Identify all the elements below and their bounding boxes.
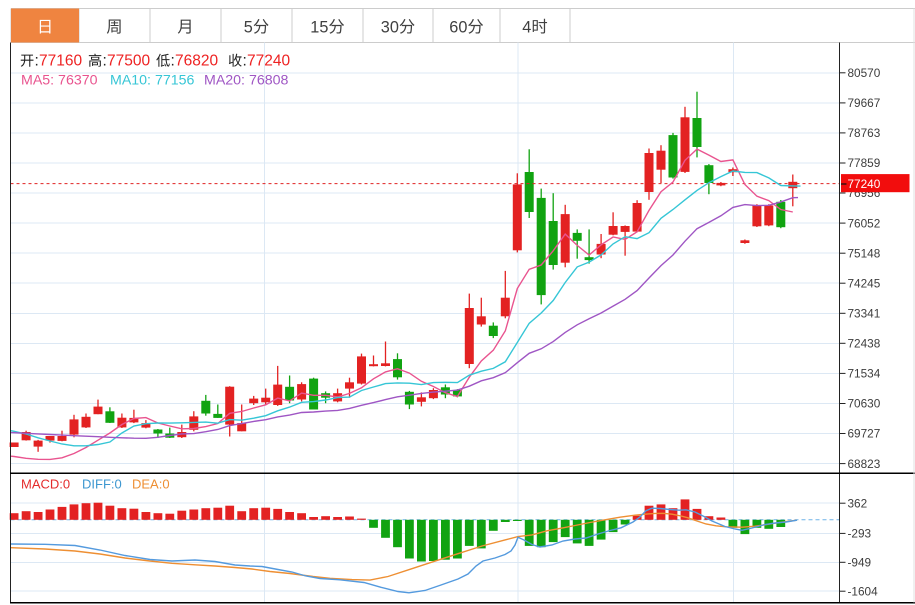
- svg-text:76052: 76052: [848, 216, 881, 230]
- svg-text:78763: 78763: [848, 126, 881, 140]
- svg-text::: :: [103, 53, 107, 70]
- svg-text:80570: 80570: [848, 66, 881, 80]
- svg-text:30: 30: [381, 18, 399, 36]
- svg-text:79667: 79667: [848, 96, 881, 110]
- svg-text:77859: 77859: [848, 156, 881, 170]
- svg-text::: :: [171, 53, 175, 70]
- svg-text:60: 60: [449, 18, 467, 36]
- svg-text:77500: 77500: [107, 53, 150, 70]
- svg-text:70630: 70630: [848, 397, 881, 411]
- svg-text::: :: [243, 53, 247, 70]
- svg-text:77240: 77240: [247, 53, 290, 70]
- svg-text:MA5: 76370: MA5: 76370: [21, 72, 98, 88]
- svg-text:75148: 75148: [848, 246, 881, 260]
- svg-text::: :: [35, 53, 39, 70]
- svg-text:4: 4: [522, 18, 531, 36]
- svg-text:68823: 68823: [848, 457, 881, 471]
- svg-text:MA20: 76808: MA20: 76808: [204, 72, 289, 88]
- svg-text:MA10: 77156: MA10: 77156: [110, 72, 195, 88]
- svg-text:-949: -949: [848, 556, 872, 570]
- svg-text:77160: 77160: [39, 53, 82, 70]
- svg-text:77240: 77240: [848, 177, 881, 191]
- svg-text:73341: 73341: [848, 307, 881, 321]
- svg-text:15: 15: [310, 18, 328, 36]
- svg-text:5: 5: [244, 18, 253, 36]
- svg-text:74245: 74245: [848, 276, 881, 290]
- svg-text:DEA:0: DEA:0: [132, 477, 170, 492]
- svg-text:76820: 76820: [175, 53, 218, 70]
- svg-text:71534: 71534: [848, 367, 881, 381]
- svg-text:69727: 69727: [848, 427, 881, 441]
- svg-text:-1604: -1604: [848, 584, 879, 598]
- svg-text:-293: -293: [848, 527, 872, 541]
- svg-text:72438: 72438: [848, 337, 881, 351]
- svg-text:DIFF:0: DIFF:0: [82, 477, 122, 492]
- svg-text:362: 362: [848, 496, 868, 510]
- svg-text:MACD:0: MACD:0: [21, 477, 70, 492]
